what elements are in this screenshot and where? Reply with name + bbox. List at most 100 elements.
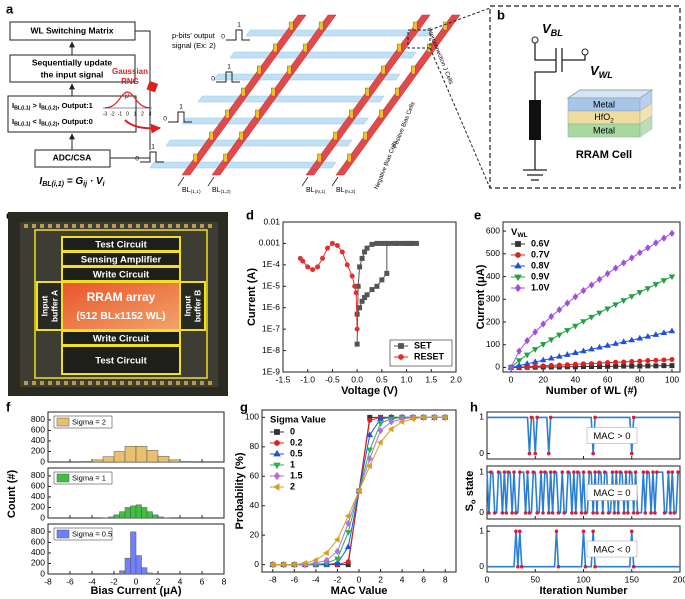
terminal-label: VWL <box>590 63 613 80</box>
pad <box>72 381 76 385</box>
pad <box>152 381 156 385</box>
marker <box>661 234 667 242</box>
marker <box>661 357 667 363</box>
panel-label: e <box>474 207 481 222</box>
legend-marker <box>274 429 280 435</box>
marker <box>359 255 365 261</box>
rram-cell <box>395 87 400 97</box>
bar <box>80 461 93 463</box>
pad <box>200 381 204 385</box>
flip-marker <box>527 451 532 456</box>
marker <box>366 447 374 454</box>
marker <box>339 249 345 255</box>
y-tick-label: 1 <box>479 412 484 422</box>
pulse-label: 1 <box>151 144 155 151</box>
pad <box>40 381 44 385</box>
marker <box>604 342 611 348</box>
pad <box>88 381 92 385</box>
marker <box>596 343 603 350</box>
marker <box>652 331 660 337</box>
marker <box>539 356 547 363</box>
marker <box>636 290 644 296</box>
panel-label: g <box>240 399 248 414</box>
legend-label: 1.5 <box>290 470 303 480</box>
pulse-label: 0 <box>221 34 225 41</box>
x-tick-label: 100 <box>665 374 679 384</box>
diagram-box <box>9 54 136 83</box>
pad <box>64 224 68 228</box>
rram-cell <box>442 21 448 31</box>
subscript: BL <box>551 28 564 38</box>
bar <box>124 557 131 575</box>
x-tick-label: 4 <box>178 576 183 586</box>
pulse-label: 1 <box>237 22 241 29</box>
marker <box>628 336 635 343</box>
marker <box>613 359 619 365</box>
text-part: I <box>39 176 42 187</box>
marker <box>404 240 410 246</box>
bar <box>157 516 164 519</box>
marker <box>604 306 611 313</box>
pulse <box>226 29 250 41</box>
box-label: IBL(i,1) < IBL(i,2), Output:0 <box>12 117 93 128</box>
flip-marker <box>602 470 607 474</box>
subscript: BL(i,1) <box>42 181 64 188</box>
y-tick-label: 200 <box>31 558 45 568</box>
subscript: (N,1) <box>315 189 326 195</box>
flip-marker <box>504 511 509 515</box>
y-axis-title: Count (#) <box>6 470 18 519</box>
box-label: ADC/CSA <box>53 152 92 162</box>
marker <box>364 292 370 298</box>
legend-label: SET <box>414 340 432 350</box>
marker <box>612 340 619 346</box>
marker <box>644 286 652 292</box>
marker <box>612 264 619 272</box>
marker <box>394 240 400 246</box>
flip-marker <box>635 511 640 515</box>
legend-label: 0.5 <box>290 448 303 458</box>
marker <box>413 240 419 246</box>
pad <box>88 224 92 228</box>
y-tick-label: 200 <box>486 316 500 326</box>
formula: IBL(i,1) = Gij · Vi <box>39 176 105 188</box>
word-line <box>245 29 433 37</box>
marker <box>597 360 603 366</box>
bar <box>119 570 126 575</box>
marker <box>297 255 303 261</box>
legend-label: RESET <box>414 351 445 361</box>
pad <box>40 224 44 228</box>
flip-marker <box>649 511 653 515</box>
pad <box>184 224 188 228</box>
flip-marker <box>514 511 518 515</box>
flip-marker <box>539 470 543 474</box>
marker <box>409 415 415 423</box>
block-label: Sensing Amplifier <box>81 255 162 266</box>
marker <box>515 362 523 368</box>
marker <box>377 421 384 427</box>
flip-marker <box>583 564 588 569</box>
marker <box>532 328 539 336</box>
rng-tick: -3 <box>103 111 108 117</box>
subscript: BL(i,2) <box>41 106 58 112</box>
word-line <box>165 139 353 147</box>
marker <box>399 240 405 246</box>
marker <box>374 240 380 246</box>
pad <box>80 381 84 385</box>
pulse <box>140 151 164 163</box>
flip-marker <box>651 470 655 474</box>
flip-marker <box>518 529 522 534</box>
box-label: IBL(i,1) > IBL(i,2), Output:1 <box>12 101 93 112</box>
bar <box>146 511 153 519</box>
rng-tick: 0 <box>126 111 129 117</box>
box-label: the input signal <box>41 69 104 79</box>
pad <box>96 224 100 228</box>
x-tick-label: 2.0 <box>450 374 462 384</box>
marker <box>409 240 415 246</box>
pad <box>24 224 28 228</box>
legend-label: 0.2 <box>290 437 303 447</box>
rng-tick: 1 <box>134 111 137 117</box>
flip-marker <box>610 470 615 474</box>
legend-label: Sigma = 1 <box>72 473 106 482</box>
y-tick-label: 1E-8 <box>262 345 280 355</box>
marker <box>539 342 547 348</box>
